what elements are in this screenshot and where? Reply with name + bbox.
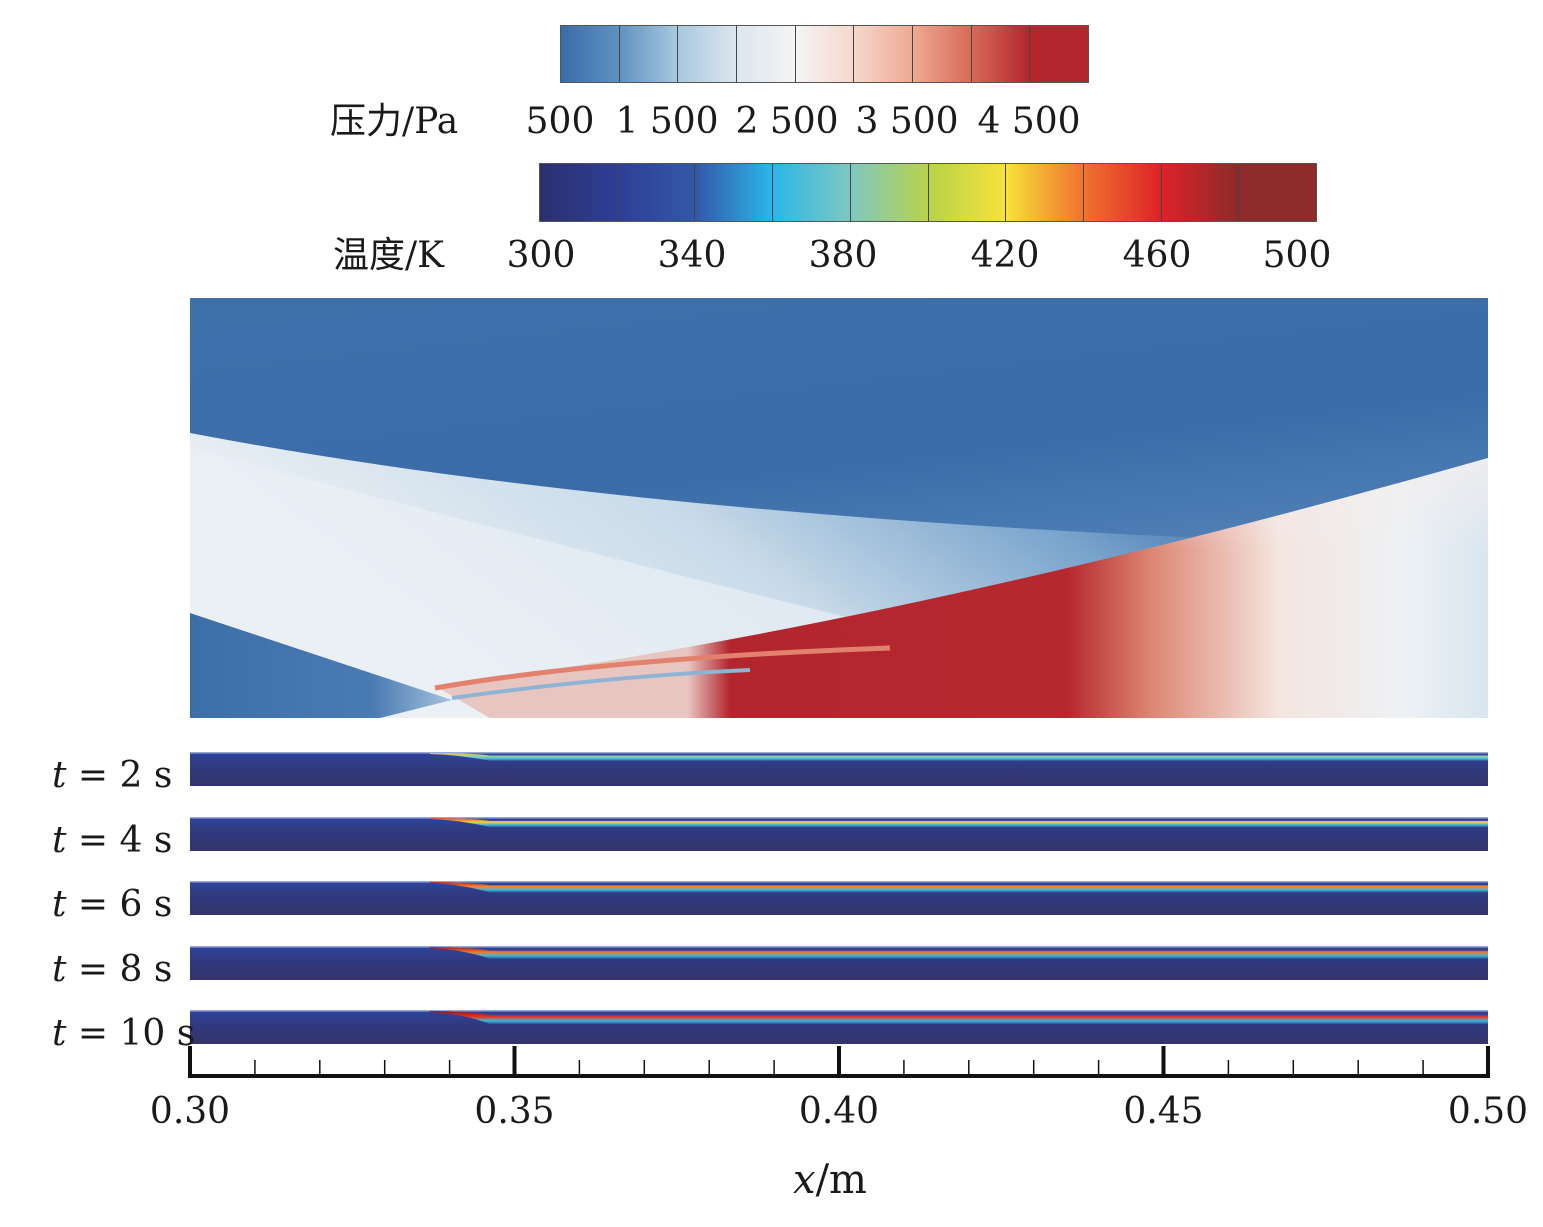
x-axis-label-unit: /m: [815, 1157, 867, 1203]
pressure-colorbar-label: 压力/Pa: [330, 101, 459, 142]
time-label-var: t: [52, 1013, 67, 1054]
time-label: t = 2 s: [52, 758, 172, 794]
colorbar-tick-label: 3 500: [855, 101, 959, 142]
colorbar-segment: [1083, 164, 1162, 221]
shear-layer: [434, 645, 891, 691]
colorbar-segment: [617, 164, 696, 221]
colorbar-segment: [854, 26, 914, 82]
heated-layer: [430, 753, 1488, 761]
colorbar-tick-label: 1 500: [615, 101, 719, 142]
colorbar-segment: [928, 164, 1007, 221]
time-label-value: = 2 s: [66, 755, 173, 796]
colorbar-tick-label: 300: [506, 235, 576, 276]
temperature-strip: [190, 1010, 1488, 1044]
time-label-var: t: [52, 755, 67, 796]
pressure-colorbar: [560, 25, 1089, 83]
time-label-var: t: [52, 820, 67, 861]
colorbar-segment: [913, 26, 972, 82]
pressure-field-plot: [190, 298, 1488, 718]
temperature-colorbar: [539, 163, 1317, 222]
strip-surface: [190, 752, 1488, 754]
colorbar-tick-label: 4 500: [977, 101, 1081, 142]
colorbar-tick-label: 2 500: [735, 101, 839, 142]
colorbar-segment: [1161, 164, 1240, 221]
colorbar-tick-label: 340: [657, 235, 727, 276]
x-axis: [188, 1046, 1490, 1078]
colorbar-segment: [795, 26, 855, 82]
colorbar-segment: [850, 164, 929, 221]
strip-surface: [190, 817, 1488, 819]
colorbar-tick-label: 420: [970, 235, 1040, 276]
x-tick-label: 0.35: [474, 1091, 555, 1132]
time-label-value: = 10 s: [66, 1013, 196, 1054]
colorbar-tick-label: 500: [525, 101, 595, 142]
colorbar-segment: [1030, 26, 1089, 82]
temperature-strip: [190, 946, 1488, 980]
x-axis-label: x/m: [793, 1160, 867, 1200]
temperature-colorbar-label: 温度/K: [333, 235, 445, 276]
x-axis-label-var: x: [793, 1157, 816, 1203]
strip-surface: [190, 1010, 1488, 1012]
colorbar-tick-label: 500: [1262, 235, 1332, 276]
temperature-strip: [190, 881, 1488, 915]
time-label: t = 6 s: [52, 887, 172, 923]
time-label-var: t: [52, 884, 67, 925]
colorbar-segment: [1006, 164, 1084, 221]
shear-layer-inner: [451, 668, 751, 700]
x-tick-label: 0.40: [798, 1091, 880, 1132]
x-tick-label: 0.30: [149, 1091, 231, 1132]
time-label: t = 10 s: [52, 1016, 195, 1052]
colorbar-segment: [737, 26, 796, 82]
colorbar-segment: [561, 26, 620, 82]
colorbar-tick-label: 460: [1122, 235, 1192, 276]
colorbar-segment: [540, 164, 618, 221]
strip-surface: [190, 881, 1488, 883]
strip-background: [190, 1010, 1488, 1044]
x-tick-label: 0.45: [1123, 1091, 1204, 1132]
temperature-strip: [190, 752, 1488, 786]
strip-surface: [190, 946, 1488, 948]
heated-layer: [430, 1011, 1488, 1024]
colorbar-segment: [678, 26, 738, 82]
colorbar-segment: [773, 164, 851, 221]
time-label: t = 4 s: [52, 823, 172, 859]
shock-layer-top: [435, 458, 1488, 718]
colorbar-segment: [619, 26, 679, 82]
time-label-value: = 8 s: [66, 949, 173, 990]
time-label-var: t: [52, 949, 67, 990]
incoming-flow-wedge: [190, 613, 452, 718]
colorbar-segment: [695, 164, 774, 221]
x-tick-label: 0.50: [1447, 1091, 1529, 1132]
colorbar-tick-label: 380: [808, 235, 878, 276]
heated-layer: [430, 882, 1488, 893]
temperature-strip: [190, 817, 1488, 851]
time-label-value: = 6 s: [66, 884, 173, 925]
time-label: t = 8 s: [52, 952, 172, 988]
time-label-value: = 4 s: [66, 820, 173, 861]
heated-layer: [430, 818, 1488, 828]
heated-layer: [430, 947, 1488, 959]
colorbar-segment: [1239, 164, 1317, 221]
colorbar-segment: [971, 26, 1031, 82]
